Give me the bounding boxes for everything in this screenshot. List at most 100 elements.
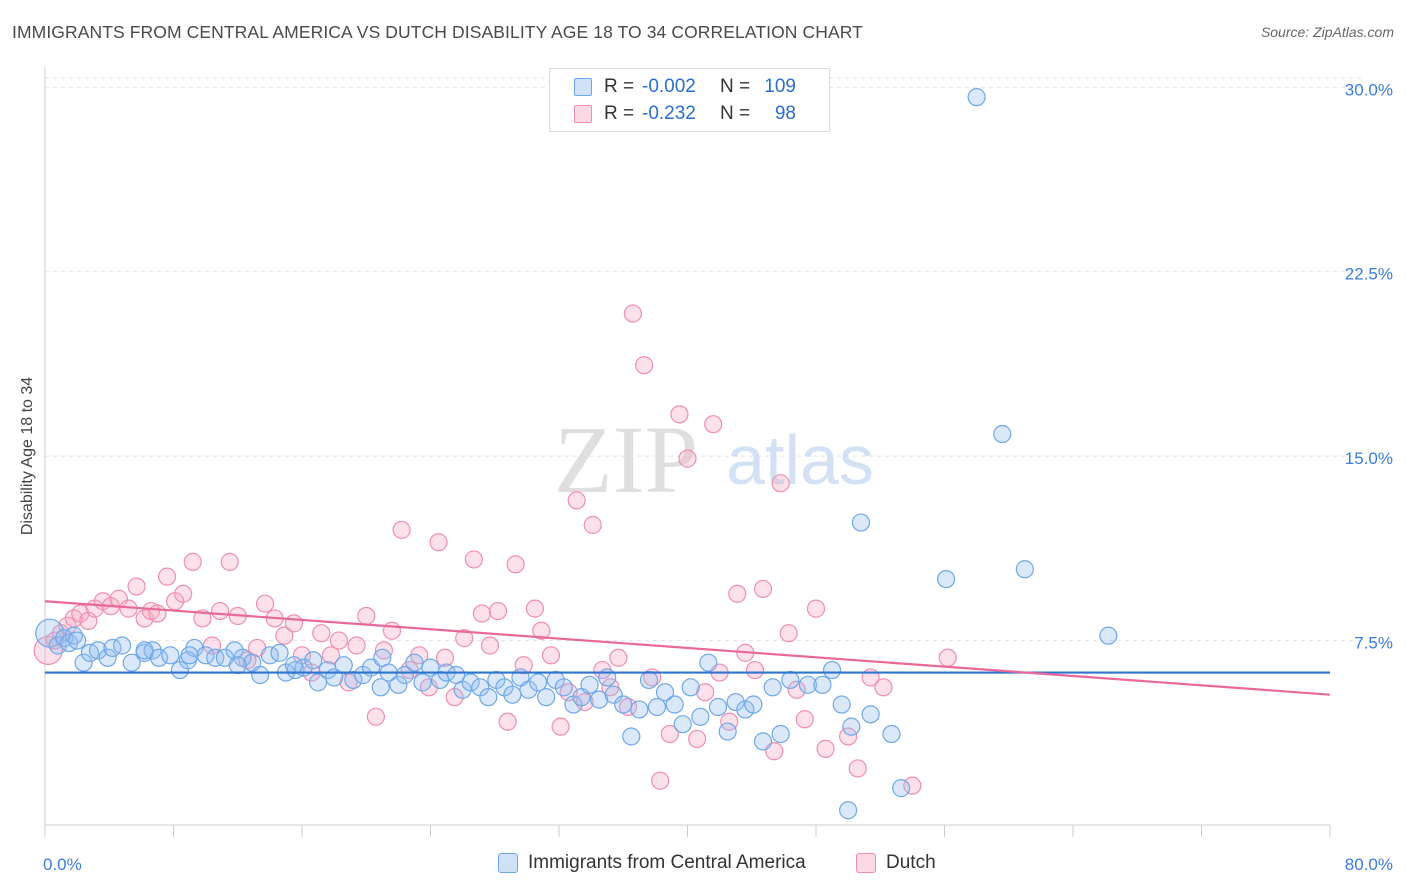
central-america-point xyxy=(647,697,667,717)
central-america-point xyxy=(344,670,363,690)
central-america-point xyxy=(1015,560,1034,579)
y-tick-label: 15.0% xyxy=(1345,449,1393,468)
dutch-point xyxy=(210,601,230,621)
dutch-point xyxy=(728,584,747,603)
central-america-point xyxy=(630,700,649,719)
central-america-point xyxy=(304,651,323,670)
dutch-point xyxy=(347,636,366,655)
dutch-point xyxy=(938,648,957,667)
central-america-point xyxy=(822,660,842,680)
central-america-point xyxy=(180,646,199,665)
central-america-point xyxy=(413,673,432,692)
gridlines xyxy=(45,77,1365,642)
central-america-point xyxy=(161,646,180,665)
pink-swatch-icon xyxy=(856,853,876,873)
central-america-point xyxy=(832,695,851,714)
x-tick-label-max: 80.0% xyxy=(1345,855,1393,874)
central-america-point xyxy=(726,692,745,712)
central-america-point xyxy=(503,685,522,704)
chart-title: IMMIGRANTS FROM CENTRAL AMERICA VS DUTCH… xyxy=(12,22,863,42)
legend-row-dutch: R = -0.232 N = 98 xyxy=(574,102,796,126)
dutch-point xyxy=(816,739,835,758)
central-america-point xyxy=(699,653,718,672)
blue-swatch-icon xyxy=(498,853,518,873)
central-america-point xyxy=(681,678,700,697)
dutch-point xyxy=(435,648,455,667)
central-america-point xyxy=(673,715,692,734)
central-america-point xyxy=(74,653,93,672)
dutch-point xyxy=(357,606,376,626)
n-label: N = xyxy=(720,76,751,97)
dutch-point xyxy=(392,520,411,540)
blue-swatch-icon xyxy=(574,78,592,96)
dutch-point xyxy=(551,717,570,736)
series-legend: Immigrants from Central America Dutch xyxy=(0,852,1406,876)
dutch-point xyxy=(704,415,723,434)
central-america-point xyxy=(1099,626,1118,645)
legend-label: Dutch xyxy=(886,852,936,873)
r-value: -0.002 xyxy=(642,76,696,97)
dutch-point xyxy=(567,491,586,510)
dutch-point xyxy=(651,771,670,790)
dutch-point xyxy=(472,604,491,623)
central-america-point xyxy=(614,695,633,714)
legend-label: Immigrants from Central America xyxy=(528,852,806,873)
dutch-point xyxy=(174,584,193,603)
central-america-point xyxy=(68,631,87,650)
central-america-point xyxy=(88,641,108,660)
central-america-point xyxy=(580,675,599,694)
central-america-point xyxy=(771,724,790,744)
dutch-point xyxy=(329,631,349,650)
central-america-point xyxy=(206,648,225,667)
dutch-point xyxy=(382,621,402,640)
dutch-point xyxy=(609,648,628,667)
dutch-point xyxy=(618,697,638,717)
dutch-point xyxy=(339,673,358,692)
central-america-point xyxy=(718,722,737,741)
legend-row-central-america: R = -0.002 N = 109 xyxy=(574,75,796,99)
central-america-point xyxy=(842,717,861,736)
central-america-point xyxy=(149,648,169,667)
dutch-point xyxy=(795,710,814,729)
dutch-point xyxy=(678,449,697,468)
r-label: R = xyxy=(604,76,635,97)
central-america-point xyxy=(967,88,986,107)
dutch-point xyxy=(575,692,594,712)
dutch-point xyxy=(498,712,517,731)
central-america-point xyxy=(479,688,498,707)
dutch-point xyxy=(806,599,826,618)
central-america-point xyxy=(882,724,901,744)
dutch-point xyxy=(480,636,500,655)
dutch-point xyxy=(193,609,212,628)
tick-labels: 7.5% 15.0% 22.5% 30.0% 0.0% 80.0% xyxy=(43,80,1393,874)
dutch-point xyxy=(771,474,790,493)
legend-item-central-america[interactable]: Immigrants from Central America xyxy=(498,852,806,874)
watermark: ZIP atlas xyxy=(554,406,874,513)
central-america-point xyxy=(284,656,304,675)
central-america-point xyxy=(529,673,548,692)
central-america-point xyxy=(228,656,247,675)
dutch-point xyxy=(284,614,304,633)
dutch-point xyxy=(275,626,294,645)
central-america-point xyxy=(64,626,84,645)
legend-item-dutch[interactable]: Dutch xyxy=(856,852,936,874)
dutch-point xyxy=(635,356,654,375)
central-america-point xyxy=(708,697,728,717)
central-america-point xyxy=(655,683,675,702)
x-tick-label-min: 0.0% xyxy=(43,855,82,874)
central-america-point xyxy=(373,648,392,667)
dutch-point xyxy=(312,624,331,643)
y-tick-label: 22.5% xyxy=(1345,265,1393,284)
central-america-point xyxy=(48,636,67,655)
dutch-point xyxy=(660,724,679,744)
dutch-point xyxy=(839,727,858,746)
central-america-point xyxy=(937,569,956,589)
axes xyxy=(44,67,1331,837)
dutch-point xyxy=(541,646,561,665)
dutch-point xyxy=(455,629,474,648)
dutch-point xyxy=(464,550,483,569)
r-value: -0.232 xyxy=(642,103,696,124)
n-value: 98 xyxy=(774,103,796,124)
dutch-point xyxy=(903,776,922,795)
